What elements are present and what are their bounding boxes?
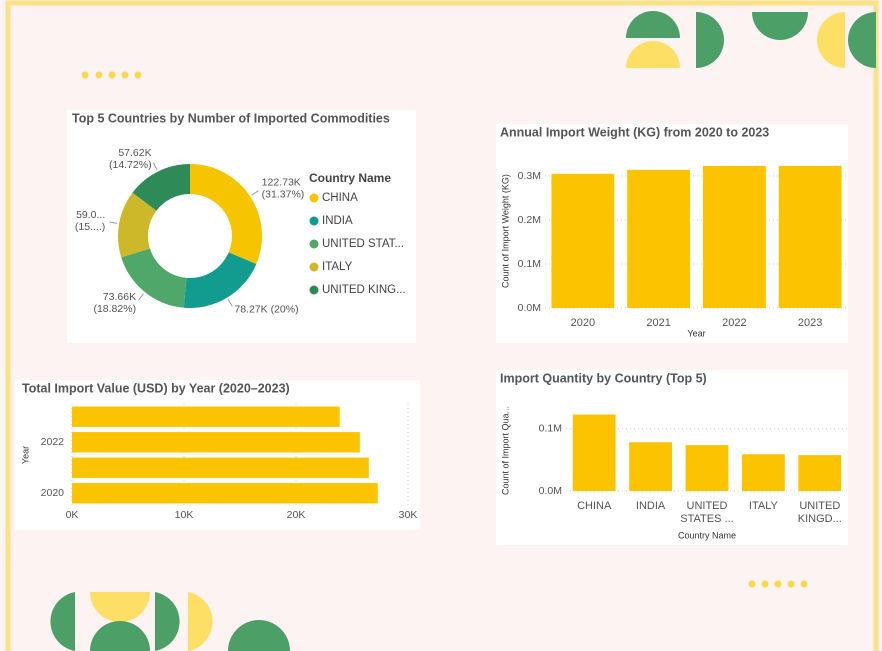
leader-line — [109, 221, 118, 224]
donut-slice — [190, 163, 263, 265]
axis-title: Year — [687, 328, 705, 338]
chart-title: Annual Import Weight (KG) from 2020 to 2… — [500, 125, 769, 139]
x-tick-label: 10K — [175, 509, 194, 521]
x-tick-label: 30K — [399, 509, 418, 521]
donut-slice — [183, 252, 257, 308]
x-tick-label: 20K — [287, 509, 306, 521]
legend-title: Country Name — [309, 171, 391, 185]
data-label: 57.62K — [118, 147, 151, 159]
y-tick-label: 2020 — [41, 487, 65, 499]
bar — [627, 169, 691, 308]
data-label: (15....) — [75, 221, 105, 233]
data-label: 59.0... — [76, 209, 105, 221]
data-label: 122.73K — [262, 176, 301, 188]
leader-line — [227, 299, 233, 307]
leader-line — [152, 162, 158, 171]
x-tick-label-box: 2021 — [646, 317, 671, 329]
decor-top — [81, 11, 876, 588]
bar — [572, 414, 616, 491]
x-tick-label: 2020 — [570, 317, 596, 329]
legend-label: UNITED STAT... — [322, 238, 404, 250]
x-tick-label: 2022 — [722, 317, 747, 329]
y-tick-label: 0.3M — [518, 170, 541, 182]
axis-title: Count of Import Qua... — [500, 406, 510, 495]
y-tick-label: 0.1M — [518, 258, 541, 270]
leader-line — [251, 190, 259, 196]
x-tick-label-box: 2022 — [722, 317, 747, 329]
legend-label: INDIA — [322, 215, 353, 227]
x-tick-label-box: INDIA — [635, 500, 666, 512]
x-tick-label: UNITED STATES ... — [680, 500, 734, 525]
x-tick-label-box: 2023 — [797, 317, 823, 329]
legend-marker — [309, 285, 319, 295]
bar — [685, 445, 729, 491]
y-tick-label: 0.2M — [518, 214, 541, 226]
decor-bottom — [50, 592, 290, 651]
x-tick-label-box: ITALY — [748, 500, 778, 512]
donut-slice — [132, 164, 190, 211]
bar — [72, 406, 340, 427]
y-tick-label: 2022 — [41, 436, 65, 448]
y-tick-label: 0.0M — [539, 485, 562, 497]
x-tick-label-box: UNITED KINGD... — [797, 500, 842, 525]
data-label: (14.72%) — [109, 159, 152, 171]
axis-title: Country Name — [678, 530, 736, 540]
frame — [5, 0, 879, 651]
x-tick-label: INDIA — [635, 500, 666, 512]
x-tick-label-box: CHINA — [577, 500, 612, 512]
legend-marker — [309, 193, 319, 203]
chart-title: Top 5 Countries by Number of Imported Co… — [72, 111, 390, 125]
chart-title: Total Import Value (USD) by Year (2020–2… — [22, 381, 290, 395]
bar — [72, 483, 378, 504]
bar — [798, 455, 842, 491]
legend-label: CHINA — [322, 192, 358, 204]
bar — [741, 454, 785, 491]
bar — [551, 173, 615, 308]
x-tick-label-box: 2020 — [570, 317, 596, 329]
x-tick-label: 2021 — [646, 317, 671, 329]
legend-marker — [309, 262, 319, 272]
data-label: 73.66K — [103, 291, 136, 303]
y-tick-label: 0.0M — [518, 302, 541, 314]
x-tick-label: 2023 — [797, 317, 823, 329]
legend-label: ITALY — [322, 261, 353, 273]
x-tick-label-box: UNITED STATES ... — [680, 500, 734, 525]
leader-line — [138, 293, 144, 301]
donut-slice — [121, 248, 187, 308]
data-label: 78.27K (20%) — [234, 303, 298, 315]
axis-title: Count of Import Weight (KG) — [500, 174, 510, 288]
bar — [72, 457, 369, 478]
x-tick-label: UNITED KINGD... — [797, 500, 842, 525]
data-label: (31.37%) — [262, 188, 305, 200]
panel — [15, 380, 420, 530]
legend-marker — [309, 239, 319, 249]
chart-title: Import Quantity by Country (Top 5) — [500, 371, 707, 385]
legend-label: UNITED KING... — [322, 284, 406, 296]
x-tick-label: CHINA — [577, 500, 612, 512]
bar — [778, 165, 842, 308]
bar — [702, 165, 766, 308]
axis-title: Year — [20, 446, 30, 464]
x-tick-label: 0K — [66, 509, 79, 521]
legend-marker — [309, 216, 319, 226]
x-tick-label: ITALY — [748, 500, 778, 512]
bar — [72, 432, 360, 453]
bar — [629, 442, 673, 491]
donut-slice — [118, 192, 157, 258]
data-label: (18.82%) — [93, 303, 136, 315]
y-tick-label: 0.1M — [539, 422, 562, 434]
